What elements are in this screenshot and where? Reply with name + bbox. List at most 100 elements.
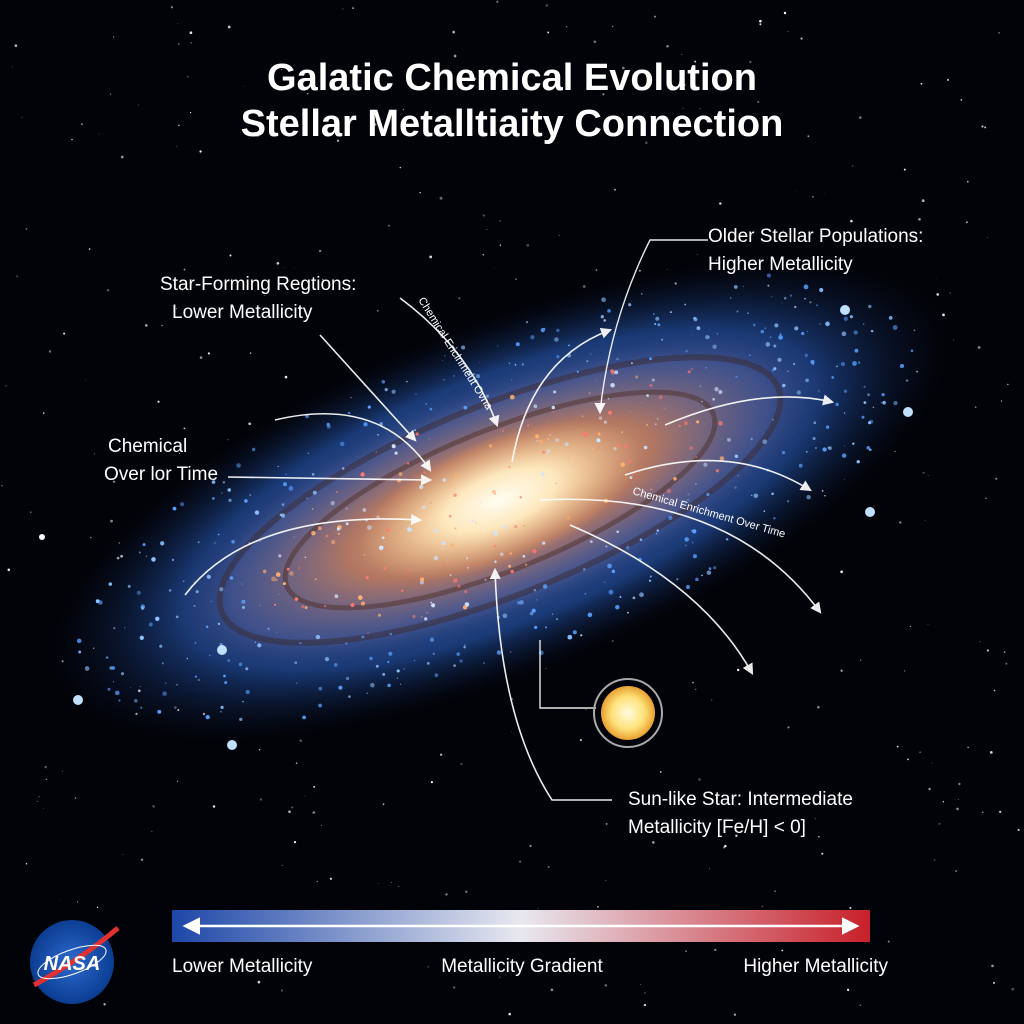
cluster bbox=[375, 664, 379, 668]
star bbox=[161, 324, 163, 327]
cluster bbox=[241, 599, 246, 604]
cluster bbox=[781, 450, 786, 455]
cluster bbox=[678, 424, 681, 428]
cluster bbox=[277, 465, 279, 468]
star bbox=[595, 269, 598, 271]
cluster bbox=[555, 438, 559, 443]
cluster bbox=[687, 370, 691, 374]
star bbox=[735, 834, 738, 837]
star bbox=[511, 731, 513, 732]
cluster bbox=[868, 448, 872, 452]
star bbox=[683, 84, 686, 86]
star bbox=[545, 4, 548, 7]
cluster bbox=[760, 329, 765, 334]
cluster bbox=[318, 686, 323, 691]
star bbox=[427, 966, 429, 968]
cluster bbox=[384, 548, 387, 551]
cluster bbox=[454, 527, 457, 530]
cluster bbox=[613, 446, 617, 451]
star bbox=[14, 44, 18, 47]
star bbox=[96, 906, 99, 908]
cluster bbox=[805, 378, 809, 383]
cluster bbox=[415, 393, 417, 396]
cluster bbox=[816, 304, 818, 307]
cluster bbox=[430, 601, 433, 604]
nasa-logo: NASA bbox=[30, 920, 120, 1004]
cluster bbox=[267, 627, 270, 630]
star bbox=[984, 126, 987, 129]
cluster bbox=[271, 576, 276, 582]
cluster bbox=[616, 530, 619, 534]
cluster bbox=[703, 462, 708, 467]
star bbox=[284, 375, 288, 379]
star bbox=[281, 864, 283, 866]
cluster bbox=[868, 304, 872, 309]
cluster bbox=[301, 605, 305, 609]
star bbox=[486, 228, 488, 231]
star bbox=[986, 649, 989, 652]
star bbox=[694, 60, 697, 63]
cluster bbox=[406, 380, 408, 383]
cluster bbox=[882, 400, 886, 405]
star bbox=[63, 332, 66, 335]
star bbox=[787, 726, 790, 729]
star bbox=[953, 339, 955, 341]
cluster bbox=[533, 589, 537, 592]
cluster bbox=[387, 683, 391, 688]
arrow bbox=[489, 567, 612, 801]
cluster bbox=[453, 375, 455, 377]
star bbox=[526, 244, 530, 247]
star bbox=[947, 78, 950, 81]
cluster bbox=[835, 365, 839, 368]
star bbox=[112, 480, 116, 483]
cluster bbox=[434, 673, 439, 678]
cluster bbox=[752, 323, 756, 327]
star bbox=[12, 66, 13, 68]
star bbox=[582, 285, 586, 288]
cluster bbox=[193, 604, 196, 607]
cluster bbox=[347, 411, 351, 415]
cluster bbox=[475, 374, 481, 379]
star bbox=[402, 108, 405, 111]
cluster bbox=[684, 537, 689, 542]
cluster bbox=[120, 672, 125, 676]
cluster bbox=[463, 646, 466, 649]
star bbox=[499, 220, 502, 222]
cluster bbox=[459, 659, 463, 663]
cluster bbox=[463, 405, 468, 410]
cluster bbox=[825, 321, 830, 327]
cluster bbox=[317, 526, 322, 531]
star bbox=[715, 259, 718, 261]
bright-star bbox=[39, 534, 45, 540]
cluster bbox=[229, 576, 234, 580]
star bbox=[1, 484, 3, 487]
cluster bbox=[304, 606, 308, 609]
star bbox=[30, 511, 32, 513]
blue-star bbox=[73, 695, 83, 705]
cluster bbox=[623, 443, 629, 448]
star bbox=[293, 266, 295, 268]
star bbox=[708, 868, 710, 870]
cluster bbox=[318, 703, 322, 708]
cluster bbox=[639, 592, 644, 598]
star bbox=[907, 758, 909, 761]
cluster bbox=[457, 584, 461, 588]
cluster bbox=[326, 422, 330, 427]
cluster bbox=[843, 316, 848, 321]
cluster bbox=[302, 715, 307, 720]
cluster bbox=[841, 453, 847, 458]
cluster bbox=[798, 463, 803, 468]
cluster bbox=[377, 433, 379, 436]
star bbox=[981, 125, 984, 128]
star bbox=[651, 841, 655, 844]
cluster bbox=[365, 576, 369, 580]
cluster bbox=[782, 383, 786, 388]
cluster bbox=[648, 579, 652, 582]
star bbox=[858, 116, 862, 119]
cluster bbox=[283, 482, 287, 487]
cluster bbox=[384, 388, 388, 392]
cluster bbox=[686, 585, 690, 589]
cluster bbox=[105, 656, 109, 659]
star bbox=[227, 439, 229, 441]
